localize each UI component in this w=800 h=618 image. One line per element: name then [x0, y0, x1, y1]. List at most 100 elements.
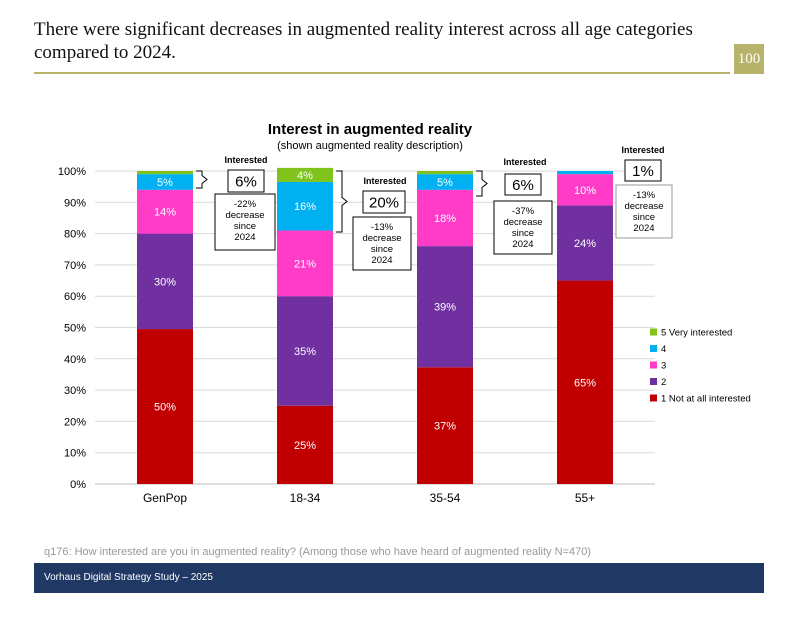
y-tick-label: 70% [64, 260, 86, 272]
callout-heading: Interested [621, 145, 664, 155]
bar-segment [557, 171, 613, 175]
y-tick-label: 90% [64, 197, 86, 209]
callout-value: 6% [512, 177, 534, 194]
chart-subtitle: (shown augmented reality description) [277, 140, 463, 152]
callout-change-text: 2024 [633, 223, 654, 234]
y-tick-label: 100% [58, 166, 86, 178]
callout-change-box [352, 216, 412, 271]
stacked-bar-chart: 0% 10% 20% 30% 40% 50% 60% 70% 80% 90% 100% 50% 30% 1… [58, 145, 751, 505]
callout-change-text: decrease [624, 201, 663, 212]
legend-swatch [650, 361, 657, 369]
data-label: 25% [294, 440, 316, 452]
bar-segment [137, 329, 193, 484]
bar-segment [417, 246, 473, 368]
callout-change-text: 2024 [371, 255, 392, 266]
legend-label: 5 Very interested [661, 328, 732, 339]
bar-segment [417, 174, 473, 190]
callout-value: 6% [235, 174, 257, 191]
bar-segment [277, 296, 333, 406]
title-divider [34, 72, 730, 74]
legend-swatch [650, 378, 657, 385]
data-label: 35% [294, 346, 316, 358]
callout-value-box [227, 169, 265, 193]
callout-value-box [362, 190, 406, 214]
y-tick-label: 0% [70, 479, 86, 491]
callout-change-text: 2024 [512, 239, 533, 250]
callout-change-text: since [371, 244, 393, 255]
bar-segment [137, 189, 193, 234]
data-label: 14% [154, 207, 176, 219]
data-label: 39% [434, 302, 456, 314]
data-label: 5% [157, 177, 173, 189]
x-tick-label: GenPop [143, 491, 187, 505]
bar-segment [557, 280, 613, 484]
bar-segment [277, 405, 333, 484]
legend-swatch [650, 394, 657, 402]
callout-change-text: decrease [503, 217, 542, 228]
bar-segment [277, 181, 333, 231]
callout-change-box [493, 200, 553, 255]
y-tick-label: 30% [64, 385, 86, 397]
x-tick-label: 18-34 [290, 491, 321, 505]
legend-swatch [650, 328, 657, 336]
callout-change-text: -22% [234, 199, 257, 210]
bar-segment [137, 233, 193, 330]
data-label: 18% [434, 213, 456, 225]
callout-heading: Interested [224, 155, 267, 165]
survey-footnote: q176: How interested are you in augmente… [44, 546, 591, 558]
callout-change-text: -37% [512, 206, 535, 217]
bar-segment [137, 174, 193, 190]
callout-value: 1% [632, 163, 654, 180]
callout-change-text: since [633, 212, 655, 223]
slide-title: There were significant decreases in augm… [34, 19, 693, 63]
data-label: 50% [154, 402, 176, 414]
callout-change-text: since [234, 221, 256, 232]
bracket [476, 170, 488, 197]
y-tick-label: 10% [64, 448, 86, 460]
data-label: 4% [297, 170, 313, 182]
data-label: 65% [574, 377, 596, 389]
data-label: 30% [154, 276, 176, 288]
footer-text: Vorhaus Digital Strategy Study – 2025 [44, 572, 213, 583]
callout-change-box [214, 193, 276, 251]
callout-value-box [504, 173, 542, 196]
x-tick-label: 35-54 [430, 491, 461, 505]
legend-label: 4 [661, 344, 666, 355]
y-tick-label: 40% [64, 354, 86, 366]
legend-label: 1 Not at all interested [661, 394, 751, 405]
legend-label: 3 [661, 361, 666, 372]
data-label: 21% [294, 258, 316, 270]
bar-segment [557, 205, 613, 281]
page-number: 100 [734, 44, 764, 74]
callout-value: 20% [369, 195, 399, 212]
y-tick-label: 20% [64, 416, 86, 428]
data-label: 24% [574, 238, 596, 250]
data-label: 16% [294, 201, 316, 213]
bar-segment [417, 367, 473, 484]
chart-title: Interest in augmented reality [267, 121, 473, 138]
bar-segment [137, 171, 193, 175]
bar-segment [417, 189, 473, 247]
callout-change-box [615, 184, 673, 239]
callout-change-text: decrease [225, 210, 264, 221]
callout-change-text: 2024 [234, 232, 255, 243]
legend-label: 2 [661, 377, 666, 388]
callout-change-text: since [512, 228, 534, 239]
x-tick-label: 55+ [575, 491, 595, 505]
bracket [196, 170, 208, 189]
bar-segment [277, 167, 333, 182]
callout-change-text: -13% [633, 190, 656, 201]
callout-heading: Interested [363, 176, 406, 186]
callout-heading: Interested [503, 157, 546, 167]
y-tick-label: 80% [64, 229, 86, 241]
data-label: 10% [574, 185, 596, 197]
y-tick-label: 60% [64, 291, 86, 303]
bracket [336, 170, 348, 233]
bar-segment [557, 174, 613, 206]
legend-swatch [650, 345, 657, 352]
callout-change-text: -13% [371, 222, 394, 233]
callout-change-text: decrease [362, 233, 401, 244]
bar-segment [277, 230, 333, 297]
data-label: 37% [434, 421, 456, 433]
bar-segment [417, 171, 473, 175]
